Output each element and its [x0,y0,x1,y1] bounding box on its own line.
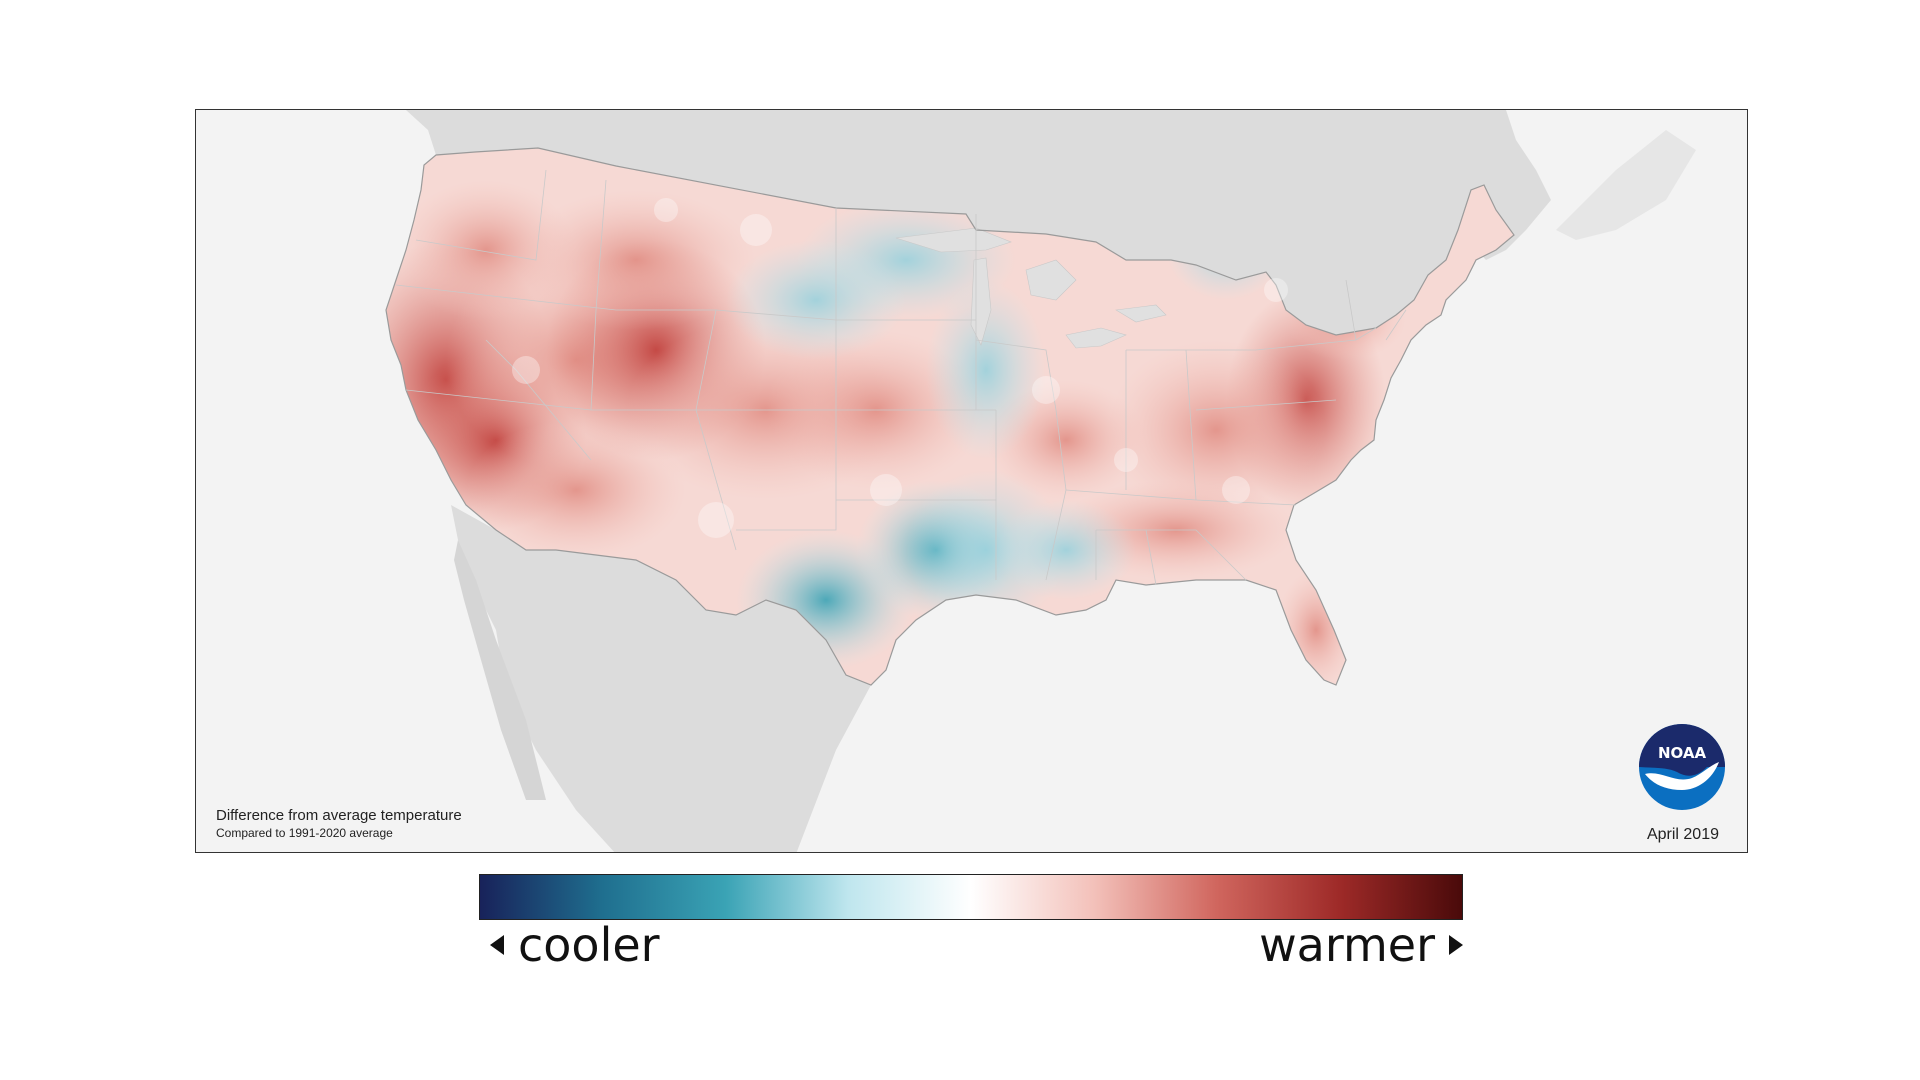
noaa-logo-text: NOAA [1658,744,1707,762]
caption-subtitle: Compared to 1991-2020 average [216,826,393,840]
conus-outline [385,147,1515,686]
legend-warmer: warmer [1259,918,1463,972]
arrow-left-icon [490,935,504,955]
legend-cooler: cooler [490,918,660,972]
map-date: April 2019 [1646,826,1719,843]
mexico-landmass [451,505,871,852]
great-lakes [895,227,1167,349]
nova-scotia-landmass [1556,130,1696,240]
anomaly-texture [512,198,1288,538]
state-borders [395,169,1407,586]
temperature-anomaly-map: Difference from average temperature Comp… [195,109,1748,853]
caption-title: Difference from average temperature [216,807,462,824]
map-caption: Difference from average temperature Comp… [216,807,462,840]
baja-peninsula [454,540,546,800]
noaa-emblem-icon: NOAA [1639,724,1725,810]
canada-landmass [406,110,1551,335]
arrow-right-icon [1449,935,1463,955]
legend-cooler-label: cooler [518,918,660,972]
legend-warmer-label: warmer [1259,918,1435,972]
map-canvas [385,110,1696,852]
color-scale-bar [479,874,1463,920]
noaa-logo: NOAA [1637,722,1727,812]
